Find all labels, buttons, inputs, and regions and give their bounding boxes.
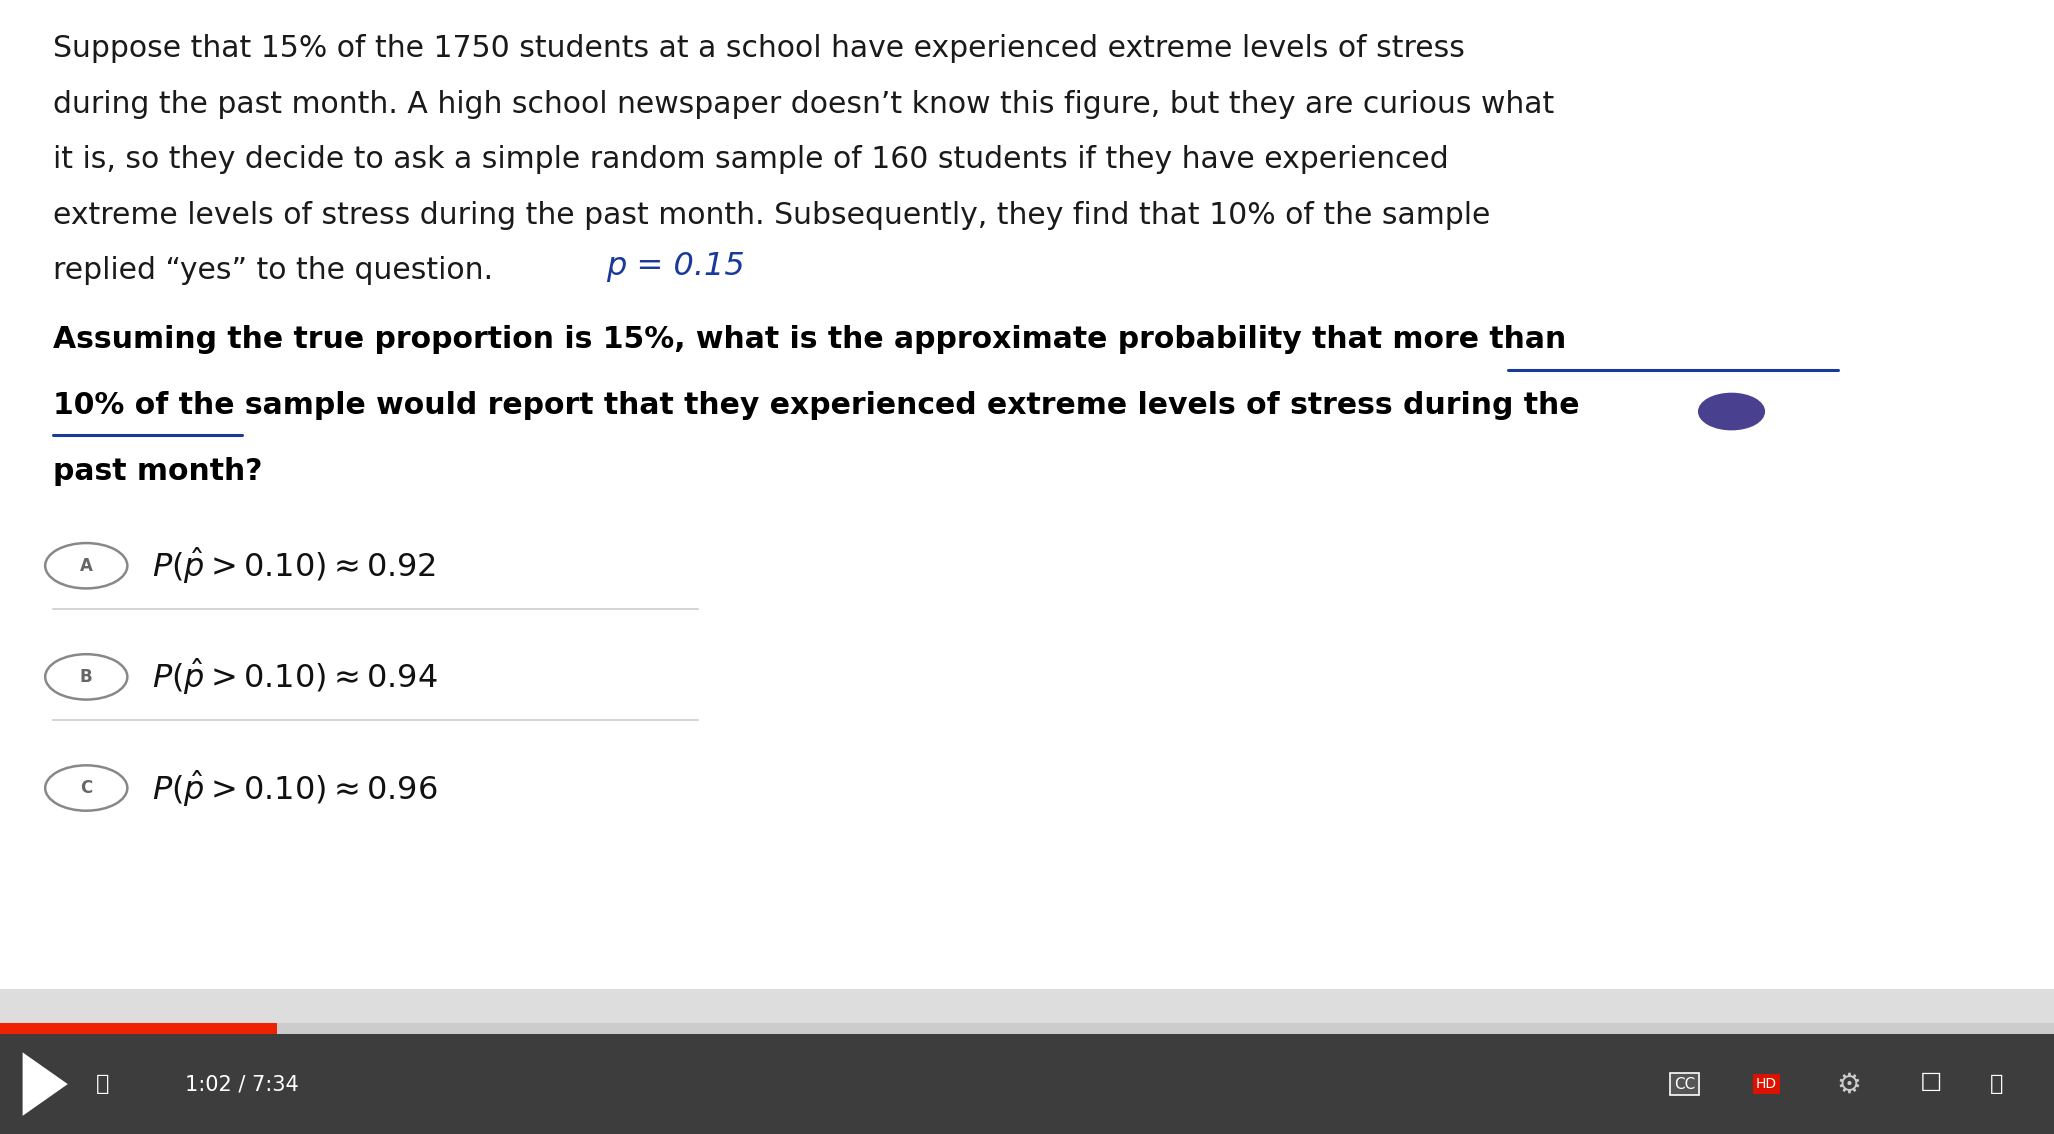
Text: 1:02 / 7:34: 1:02 / 7:34: [185, 1074, 298, 1094]
Polygon shape: [23, 1052, 68, 1116]
Text: ⛶: ⛶: [1990, 1074, 2003, 1094]
Text: CC: CC: [1674, 1076, 1695, 1092]
Bar: [0, 1023, 277, 1034]
Text: A: A: [80, 557, 92, 575]
Text: 🔊: 🔊: [97, 1074, 109, 1094]
Text: ⚙: ⚙: [1836, 1070, 1861, 1098]
Text: Suppose that 15% of the 1750 students at a school have experienced extreme level: Suppose that 15% of the 1750 students at…: [53, 34, 1465, 64]
Text: past month?: past month?: [53, 457, 263, 485]
Text: $P(\hat{p} > 0.10) \approx 0.92$: $P(\hat{p} > 0.10) \approx 0.92$: [152, 545, 435, 586]
Text: 10% of the sample would report that they experienced extreme levels of stress du: 10% of the sample would report that they…: [53, 391, 1580, 420]
Text: it is, so they decide to ask a simple random sample of 160 students if they have: it is, so they decide to ask a simple ra…: [53, 145, 1450, 175]
Text: during the past month. A high school newspaper doesn’t know this figure, but the: during the past month. A high school new…: [53, 90, 1555, 119]
Bar: [0, 1023, 2054, 1034]
Text: p = 0.15: p = 0.15: [606, 251, 746, 281]
Text: Assuming the true proportion is 15%, what is the approximate probability that mo: Assuming the true proportion is 15%, wha…: [53, 325, 1567, 354]
Text: ☐: ☐: [1920, 1072, 1941, 1097]
Text: C: C: [80, 779, 92, 797]
Text: extreme levels of stress during the past month. Subsequently, they find that 10%: extreme levels of stress during the past…: [53, 201, 1491, 230]
Text: $P(\hat{p} > 0.10) \approx 0.94$: $P(\hat{p} > 0.10) \approx 0.94$: [152, 657, 438, 697]
Text: $P(\hat{p} > 0.10) \approx 0.96$: $P(\hat{p} > 0.10) \approx 0.96$: [152, 768, 438, 809]
Text: B: B: [80, 668, 92, 686]
Bar: [0, 1034, 2054, 1134]
Text: HD: HD: [1756, 1077, 1777, 1091]
Bar: [0, 989, 2054, 1034]
Text: replied “yes” to the question.: replied “yes” to the question.: [53, 256, 493, 286]
Circle shape: [1699, 393, 1764, 430]
